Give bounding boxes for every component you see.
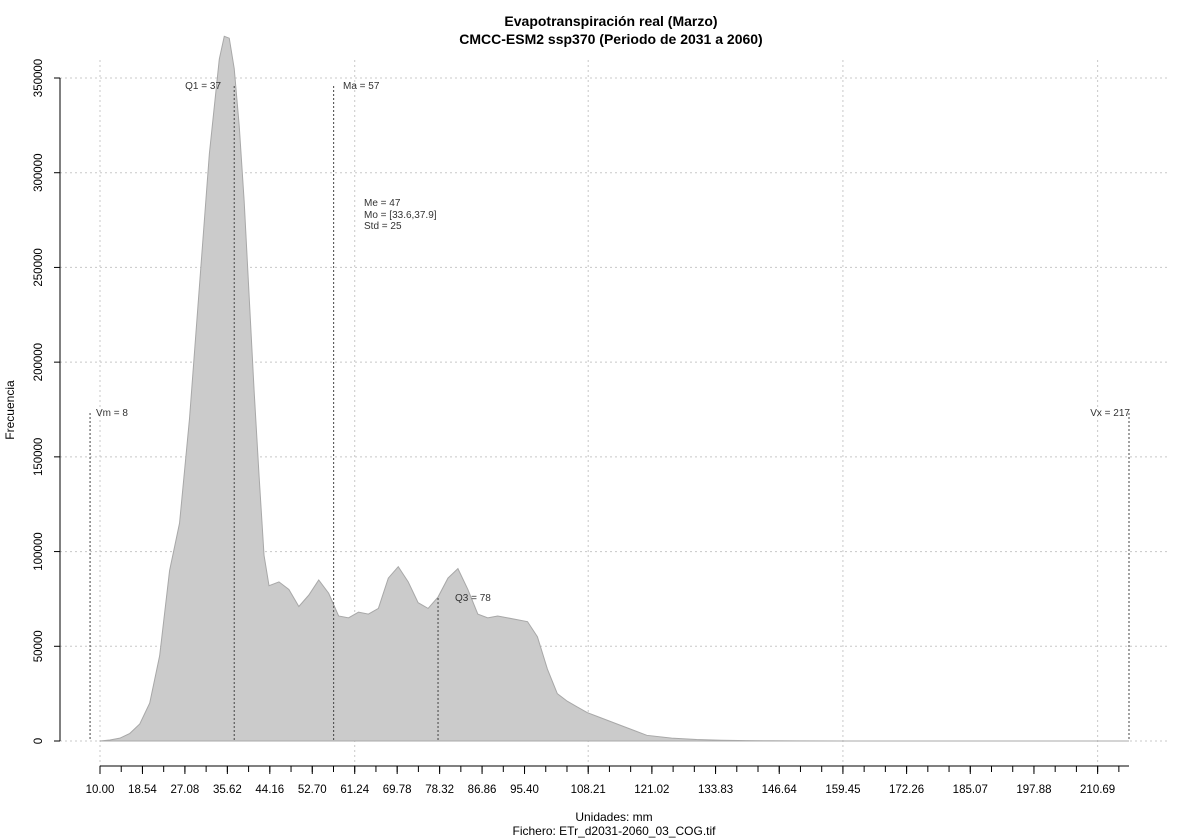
density-area [99,35,1129,742]
x-tick-label: 27.08 [171,784,200,796]
x-tick-label: 78.32 [425,784,454,796]
x-tick-label: 146.64 [762,784,798,796]
x-tick-label: 172.26 [889,784,924,796]
y-tick-label: 50000 [33,630,45,662]
x-tick-label: 133.83 [698,784,733,796]
x-tick-label: 35.62 [213,784,242,796]
x-tick-label: 108.21 [571,784,606,796]
x-tick-label: 69.78 [383,784,412,796]
x-tick-label: 95.40 [510,784,539,796]
vx-label: Vx = 217 [1090,408,1130,419]
y-tick-label: 300000 [33,154,45,192]
x-tick-label: 18.54 [128,784,157,796]
y-axis-ticks: 0 50000 100000 150000 200000 250000 300000 3500… [33,59,60,744]
x-tick-label: 159.45 [825,784,860,796]
chart-title: Evapotranspiración real (Marzo) [504,13,717,29]
stat-std: Std = 25 [364,221,402,232]
x-tick-label: 121.02 [634,784,669,796]
x-tick-label: 210.69 [1080,784,1115,796]
x-tick-label: 52.70 [298,784,327,796]
x-tick-label: 61.24 [340,784,369,796]
q3-label: Q3 = 78 [455,593,491,604]
y-tick-label: 0 [33,738,45,744]
y-tick-label: 250000 [33,248,45,286]
x-tick-label: 44.16 [255,784,284,796]
vm-label: Vm = 8 [96,408,128,419]
x-tick-label: 185.07 [953,784,988,796]
x-tick-label: 86.86 [468,784,497,796]
y-tick-label: 150000 [33,438,45,476]
x-axis-ticks: 10.00 18.54 27.08 35.62 44.16 52.70 61.24 69.78… [86,766,1120,796]
y-tick-label: 200000 [33,343,45,381]
x-tick-label: 197.88 [1016,784,1051,796]
annotation-lines [89,86,1130,741]
q1-label: Q1 = 37 [185,81,221,92]
stat-mode: Mo = [33.6,37.9] [364,210,437,221]
chart-subtitle: CMCC-ESM2 ssp370 (Periodo de 2031 a 2060… [459,31,762,47]
y-axis-label: Frecuencia [3,380,17,440]
footer-filename: Fichero: ETr_d2031-2060_03_COG.tif [513,824,717,838]
y-tick-label: 350000 [33,59,45,97]
x-tick-label: 10.00 [86,784,115,796]
ma-label: Ma = 57 [343,81,380,92]
x-axis-label: Unidades: mm [575,810,652,824]
y-tick-label: 100000 [33,532,45,570]
stat-median: Me = 47 [364,198,401,209]
